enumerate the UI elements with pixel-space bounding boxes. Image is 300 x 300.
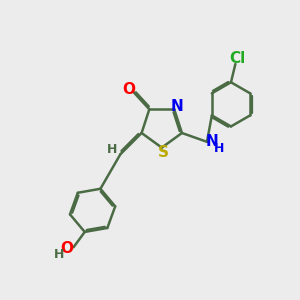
Text: O: O <box>61 241 74 256</box>
Text: N: N <box>171 99 184 114</box>
Text: O: O <box>122 82 135 97</box>
Text: N: N <box>206 134 219 149</box>
Text: H: H <box>54 248 64 261</box>
Text: H: H <box>214 142 224 155</box>
Text: S: S <box>158 146 169 160</box>
Text: H: H <box>107 143 117 156</box>
Text: Cl: Cl <box>230 51 246 66</box>
